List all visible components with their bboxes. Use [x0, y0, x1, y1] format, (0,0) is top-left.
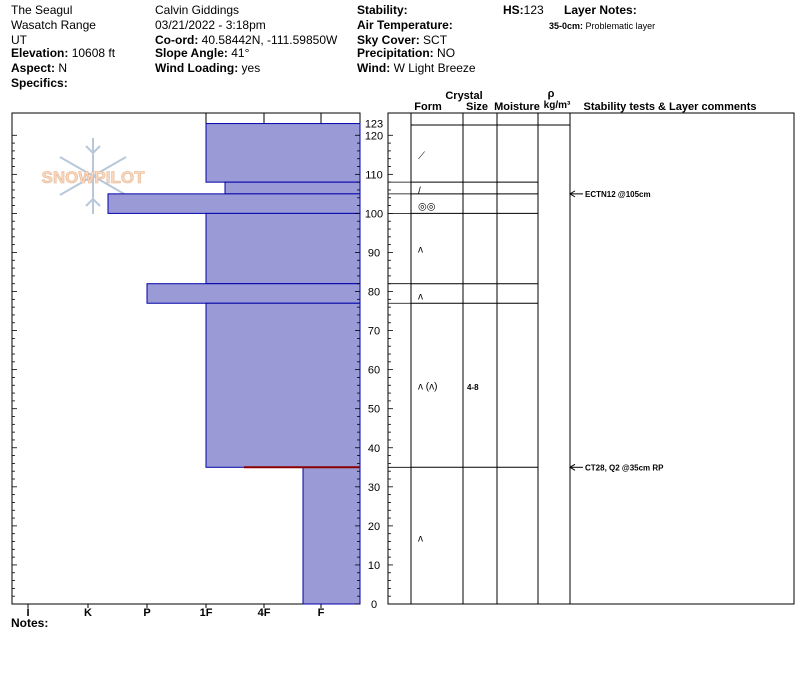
hardness-layer-bar [146, 283, 361, 304]
hardness-layer-bar [205, 212, 361, 285]
depth-tick-label: 50 [368, 404, 380, 416]
mountain-range: Wasatch Range [11, 18, 96, 32]
size-header: Size [466, 101, 488, 113]
depth-tick-label: 123 [365, 119, 383, 131]
hardness-tick-label: 4F [258, 607, 271, 619]
location-name: The Seagul [11, 3, 73, 17]
grain-form-symbol: ʌ [418, 245, 423, 256]
snowflake-icon [59, 138, 127, 214]
elevation: Elevation: 10608 ft [11, 46, 116, 60]
state: UT [11, 33, 27, 47]
form-header: Form [414, 101, 442, 113]
hardness-tick-label: 1F [200, 607, 213, 619]
notes-label: Notes: [11, 616, 49, 630]
grain-form-symbol: / [418, 186, 421, 197]
wind: Wind: W Light Breeze [357, 61, 476, 75]
crystal-header: Crystal [445, 90, 482, 102]
grain-form-symbol: ◎◎ [418, 202, 436, 213]
hardness-layer-bar [224, 181, 361, 195]
snow-height: HS:123 [503, 3, 544, 17]
hardness-layer-bar [107, 193, 361, 214]
grain-form-symbol: ʌ [418, 291, 423, 302]
stability-test-label: ECTN12 @105cm [585, 190, 651, 199]
depth-tick-label: 90 [368, 247, 380, 259]
observer-name: Calvin Giddings [155, 3, 240, 17]
depth-tick-label: 120 [365, 130, 383, 142]
hardness-layer-bar [205, 123, 361, 183]
grain-form-symbol: ʌ (ʌ) [418, 381, 437, 392]
specifics: Specifics: [11, 76, 68, 90]
moisture-header: Moisture [494, 101, 540, 113]
depth-tick-label: 10 [368, 560, 380, 572]
layer-note: 35-0cm: Problematic layer [549, 21, 656, 31]
hardness-tick-label: K [84, 607, 92, 619]
depth-tick-label: 40 [368, 443, 380, 455]
arrow-left-icon [569, 190, 576, 198]
observation-datetime: 03/21/2022 - 3:18pm [155, 18, 266, 32]
depth-tick-label: 110 [365, 169, 383, 181]
depth-tick-label: 30 [368, 482, 380, 494]
air-temperature: Air Temperature: [357, 18, 453, 32]
depth-tick-label: 70 [368, 326, 380, 338]
crystal-size-value: 4-8 [467, 383, 479, 392]
layer-notes-title: Layer Notes: [564, 3, 637, 17]
aspect: Aspect: N [11, 61, 68, 75]
hardness-tick-label: I [26, 607, 29, 619]
grain-forms: ⟋ / ◎◎ ʌ ʌ ʌ (ʌ) ʌ [418, 151, 437, 545]
hardness-layer-bar [302, 466, 361, 605]
stability-test-label: CT28, Q2 @35cm RP [585, 463, 664, 472]
grain-form-symbol: ʌ [418, 534, 423, 545]
sky-cover: Sky Cover: SCT [357, 33, 448, 47]
arrow-left-icon [569, 463, 576, 471]
depth-tick-label: 20 [368, 521, 380, 533]
snowpilot-watermark: SNOWPILOT [41, 138, 146, 214]
hardness-layers [107, 123, 361, 605]
density-symbol: ρ [548, 88, 555, 100]
slope-angle: Slope Angle: 41° [155, 46, 250, 60]
hardness-layer-bar [205, 302, 361, 468]
depth-tick-label: 0 [371, 599, 377, 611]
precipitation: Precipitation: NO [357, 46, 456, 60]
watermark-text: SNOWPILOT [42, 168, 146, 187]
hardness-tick-label: P [143, 607, 150, 619]
depth-tick-label: 80 [368, 287, 380, 299]
layer-boundaries [388, 181, 538, 468]
hardness-tick-label: F [318, 607, 325, 619]
stability: Stability: [357, 3, 408, 17]
coordinates: Co-ord: 40.58442N, -111.59850W [155, 33, 338, 47]
grain-form-symbol: ⟋ [418, 151, 425, 162]
profile-table-frame [387, 112, 795, 605]
depth-tick-label: 100 [365, 208, 383, 220]
depth-tick-label: 60 [368, 365, 380, 377]
hardness-axis: I K P 1F 4F F [26, 604, 325, 619]
stability-header: Stability tests & Layer comments [583, 101, 756, 113]
wind-loading: Wind Loading: yes [155, 61, 261, 75]
stability-tests: ECTN12 @105cm CT28, Q2 @35cm RP [569, 190, 664, 472]
density-unit: kg/m³ [544, 100, 571, 111]
